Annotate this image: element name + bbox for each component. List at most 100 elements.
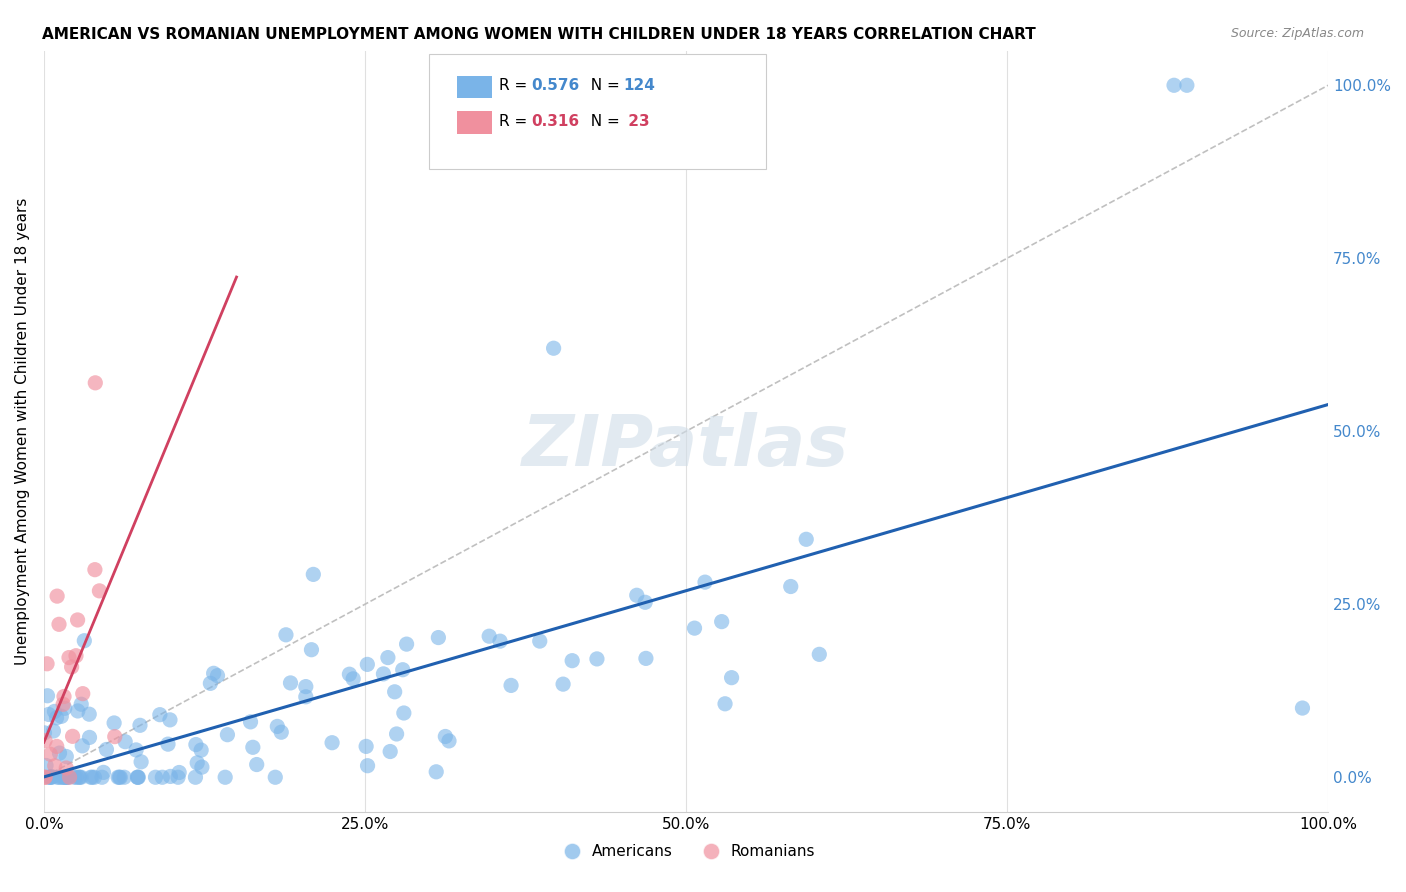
Romanians — [62, 729, 84, 743]
Americans — [38, 707, 60, 722]
Americans — [51, 709, 73, 723]
Americans — [159, 713, 181, 727]
Americans — [202, 666, 225, 681]
Americans — [499, 678, 522, 692]
Americans — [186, 756, 208, 770]
Americans — [377, 650, 399, 665]
Americans — [246, 757, 269, 772]
Americans — [37, 689, 59, 703]
Americans — [55, 749, 77, 764]
Americans — [391, 663, 413, 677]
Americans — [478, 629, 501, 643]
Americans — [714, 697, 737, 711]
Romanians — [58, 650, 80, 665]
Americans — [489, 634, 512, 648]
Americans — [354, 739, 377, 754]
Americans — [52, 770, 75, 784]
Americans — [38, 770, 60, 784]
Americans — [129, 718, 152, 732]
Americans — [110, 770, 132, 784]
Americans — [96, 742, 118, 756]
Americans — [395, 637, 418, 651]
Americans — [321, 736, 343, 750]
Americans — [77, 707, 100, 722]
Romanians — [84, 376, 107, 390]
Americans — [53, 701, 76, 715]
Americans — [425, 764, 447, 779]
Americans — [543, 341, 565, 355]
Americans — [551, 677, 574, 691]
Americans — [586, 652, 609, 666]
Americans — [302, 567, 325, 582]
Text: R =: R = — [499, 114, 533, 128]
Romanians — [46, 589, 69, 603]
Americans — [51, 770, 73, 784]
Romanians — [52, 698, 75, 712]
Americans — [167, 765, 190, 780]
Americans — [103, 715, 125, 730]
Americans — [264, 770, 287, 784]
Americans — [34, 726, 56, 740]
Americans — [626, 588, 648, 602]
Americans — [48, 770, 70, 784]
Romanians — [104, 730, 127, 744]
Americans — [384, 685, 406, 699]
Americans — [73, 633, 96, 648]
Romanians — [45, 739, 67, 754]
Americans — [1291, 701, 1313, 715]
Americans — [184, 738, 207, 752]
Americans — [55, 770, 77, 784]
Americans — [39, 770, 62, 784]
Text: 124: 124 — [623, 78, 655, 93]
Americans — [270, 725, 292, 739]
Text: N =: N = — [581, 114, 624, 128]
Americans — [41, 770, 63, 784]
Americans — [44, 705, 66, 719]
Americans — [380, 745, 402, 759]
Americans — [295, 690, 318, 704]
Americans — [561, 654, 583, 668]
Romanians — [53, 690, 76, 704]
Text: Source: ZipAtlas.com: Source: ZipAtlas.com — [1230, 27, 1364, 40]
Americans — [35, 758, 58, 772]
Americans — [239, 714, 262, 729]
Americans — [710, 615, 733, 629]
Americans — [683, 621, 706, 635]
Americans — [65, 770, 87, 784]
Romanians — [60, 660, 83, 674]
Americans — [79, 731, 101, 745]
Americans — [342, 672, 364, 686]
Americans — [200, 676, 222, 690]
Americans — [82, 770, 104, 784]
Americans — [70, 770, 93, 784]
Americans — [156, 737, 179, 751]
Americans — [107, 770, 129, 784]
Americans — [437, 734, 460, 748]
Americans — [66, 704, 89, 718]
Americans — [72, 739, 94, 753]
Americans — [145, 770, 167, 784]
Romanians — [83, 563, 105, 577]
Americans — [80, 770, 103, 784]
Americans — [39, 770, 62, 784]
Americans — [634, 595, 657, 609]
Text: 0.576: 0.576 — [531, 78, 579, 93]
Americans — [373, 666, 395, 681]
Americans — [190, 743, 212, 757]
Americans — [356, 657, 378, 672]
Americans — [720, 671, 742, 685]
Text: ZIPatlas: ZIPatlas — [522, 412, 849, 481]
Americans — [53, 770, 76, 784]
Americans — [356, 758, 378, 772]
Romanians — [34, 770, 56, 784]
Romanians — [55, 761, 77, 775]
Americans — [67, 770, 90, 784]
Romanians — [34, 770, 56, 784]
Americans — [127, 770, 149, 784]
Americans — [55, 770, 77, 784]
Romanians — [65, 648, 87, 663]
Americans — [149, 707, 172, 722]
Americans — [1175, 78, 1198, 93]
Americans — [794, 533, 817, 547]
Americans — [779, 580, 801, 594]
